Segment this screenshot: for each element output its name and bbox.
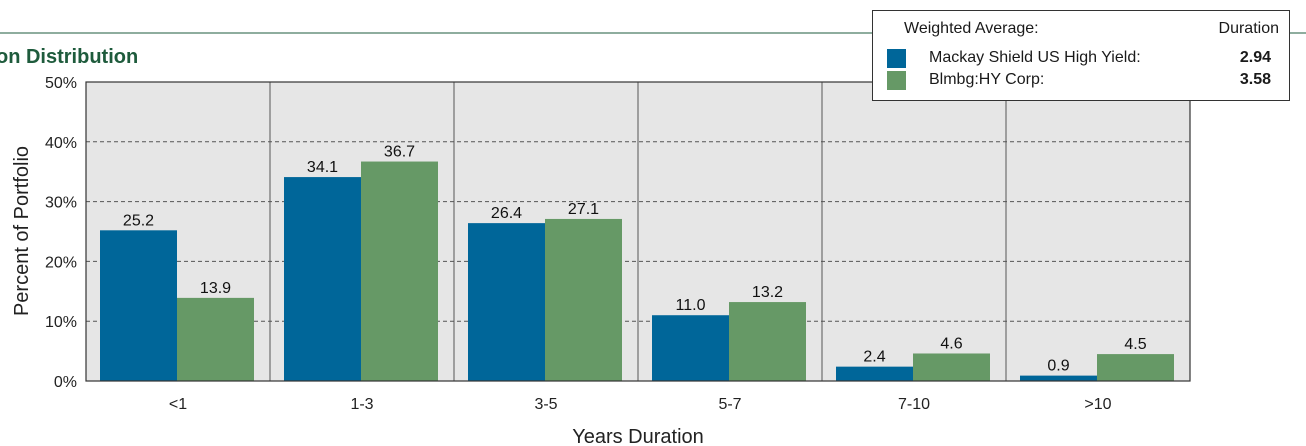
plot-border	[85, 81, 1191, 382]
legend-header-duration: Duration	[1218, 20, 1279, 37]
data-label: 2.4	[863, 349, 885, 366]
bar-blmbg	[361, 161, 438, 381]
x-axis-title: Years Duration	[572, 426, 704, 446]
y-tick-label: 10%	[45, 314, 77, 331]
legend-swatch-mackay	[887, 49, 906, 68]
y-tick-label: 20%	[45, 254, 77, 271]
chart-title: on Distribution	[0, 46, 138, 68]
y-axis-title: Percent of Portfolio	[11, 146, 33, 316]
y-axis-ticks: 0% 10% 20% 30% 40% 50%	[45, 75, 77, 391]
legend-swatch-blmbg	[887, 71, 906, 90]
bar-mackay	[836, 366, 913, 381]
bar-mackay	[652, 315, 729, 381]
data-label: 11.0	[676, 297, 706, 314]
y-tick-label: 0%	[54, 374, 77, 391]
data-label: 0.9	[1047, 358, 1069, 375]
bar-blmbg	[1097, 354, 1174, 381]
data-label: 25.2	[123, 212, 154, 229]
bar-blmbg	[729, 302, 806, 381]
data-label: 27.1	[568, 201, 599, 218]
y-tick-label: 50%	[45, 75, 77, 92]
legend-label-mackay: Mackay Shield US High Yield:	[929, 49, 1141, 66]
legend-row-blmbg: Blmbg:HY Corp: 3.58	[873, 70, 1289, 90]
x-tick-label: 1-3	[350, 396, 373, 413]
y-tick-label: 30%	[45, 195, 77, 212]
bar-mackay	[284, 177, 361, 381]
data-label: 26.4	[491, 205, 522, 222]
bar-blmbg	[545, 218, 622, 381]
x-axis-ticks: <1 1-3 3-5 5-7 7-10 >10	[169, 396, 1112, 413]
x-tick-label: 3-5	[534, 396, 557, 413]
data-label: 34.1	[307, 159, 338, 176]
legend-row-mackay: Mackay Shield US High Yield: 2.94	[873, 48, 1289, 68]
data-label: 13.9	[200, 280, 231, 297]
y-tick-label: 40%	[45, 135, 77, 152]
bar-blmbg	[177, 297, 254, 381]
bar-mackay	[468, 223, 545, 381]
x-tick-label: 5-7	[718, 396, 741, 413]
bar-mackay	[100, 230, 177, 381]
bar-mackay	[1020, 375, 1097, 381]
data-label: 13.2	[752, 284, 783, 301]
gridlines	[86, 82, 1190, 381]
bars	[100, 161, 1174, 381]
legend-label-blmbg: Blmbg:HY Corp:	[929, 71, 1045, 88]
data-label: 36.7	[384, 144, 415, 161]
bar-blmbg	[913, 353, 990, 381]
x-tick-label: >10	[1084, 396, 1111, 413]
legend-value-mackay: 2.94	[1239, 49, 1271, 66]
data-labels: 25.2 13.9 34.1 36.7 26.4 27.1 11.0 13.2 2.4 4.6 0.…	[123, 144, 1147, 375]
data-label: 4.5	[1124, 336, 1146, 353]
x-tick-label: 7-10	[898, 396, 930, 413]
x-tick-label: <1	[169, 396, 187, 413]
legend-value-blmbg: 3.58	[1239, 71, 1271, 88]
data-label: 4.6	[940, 335, 962, 352]
legend-header-label: Weighted Average:	[904, 20, 1039, 37]
legend: Weighted Average: Duration Mackay Shield…	[872, 10, 1290, 101]
